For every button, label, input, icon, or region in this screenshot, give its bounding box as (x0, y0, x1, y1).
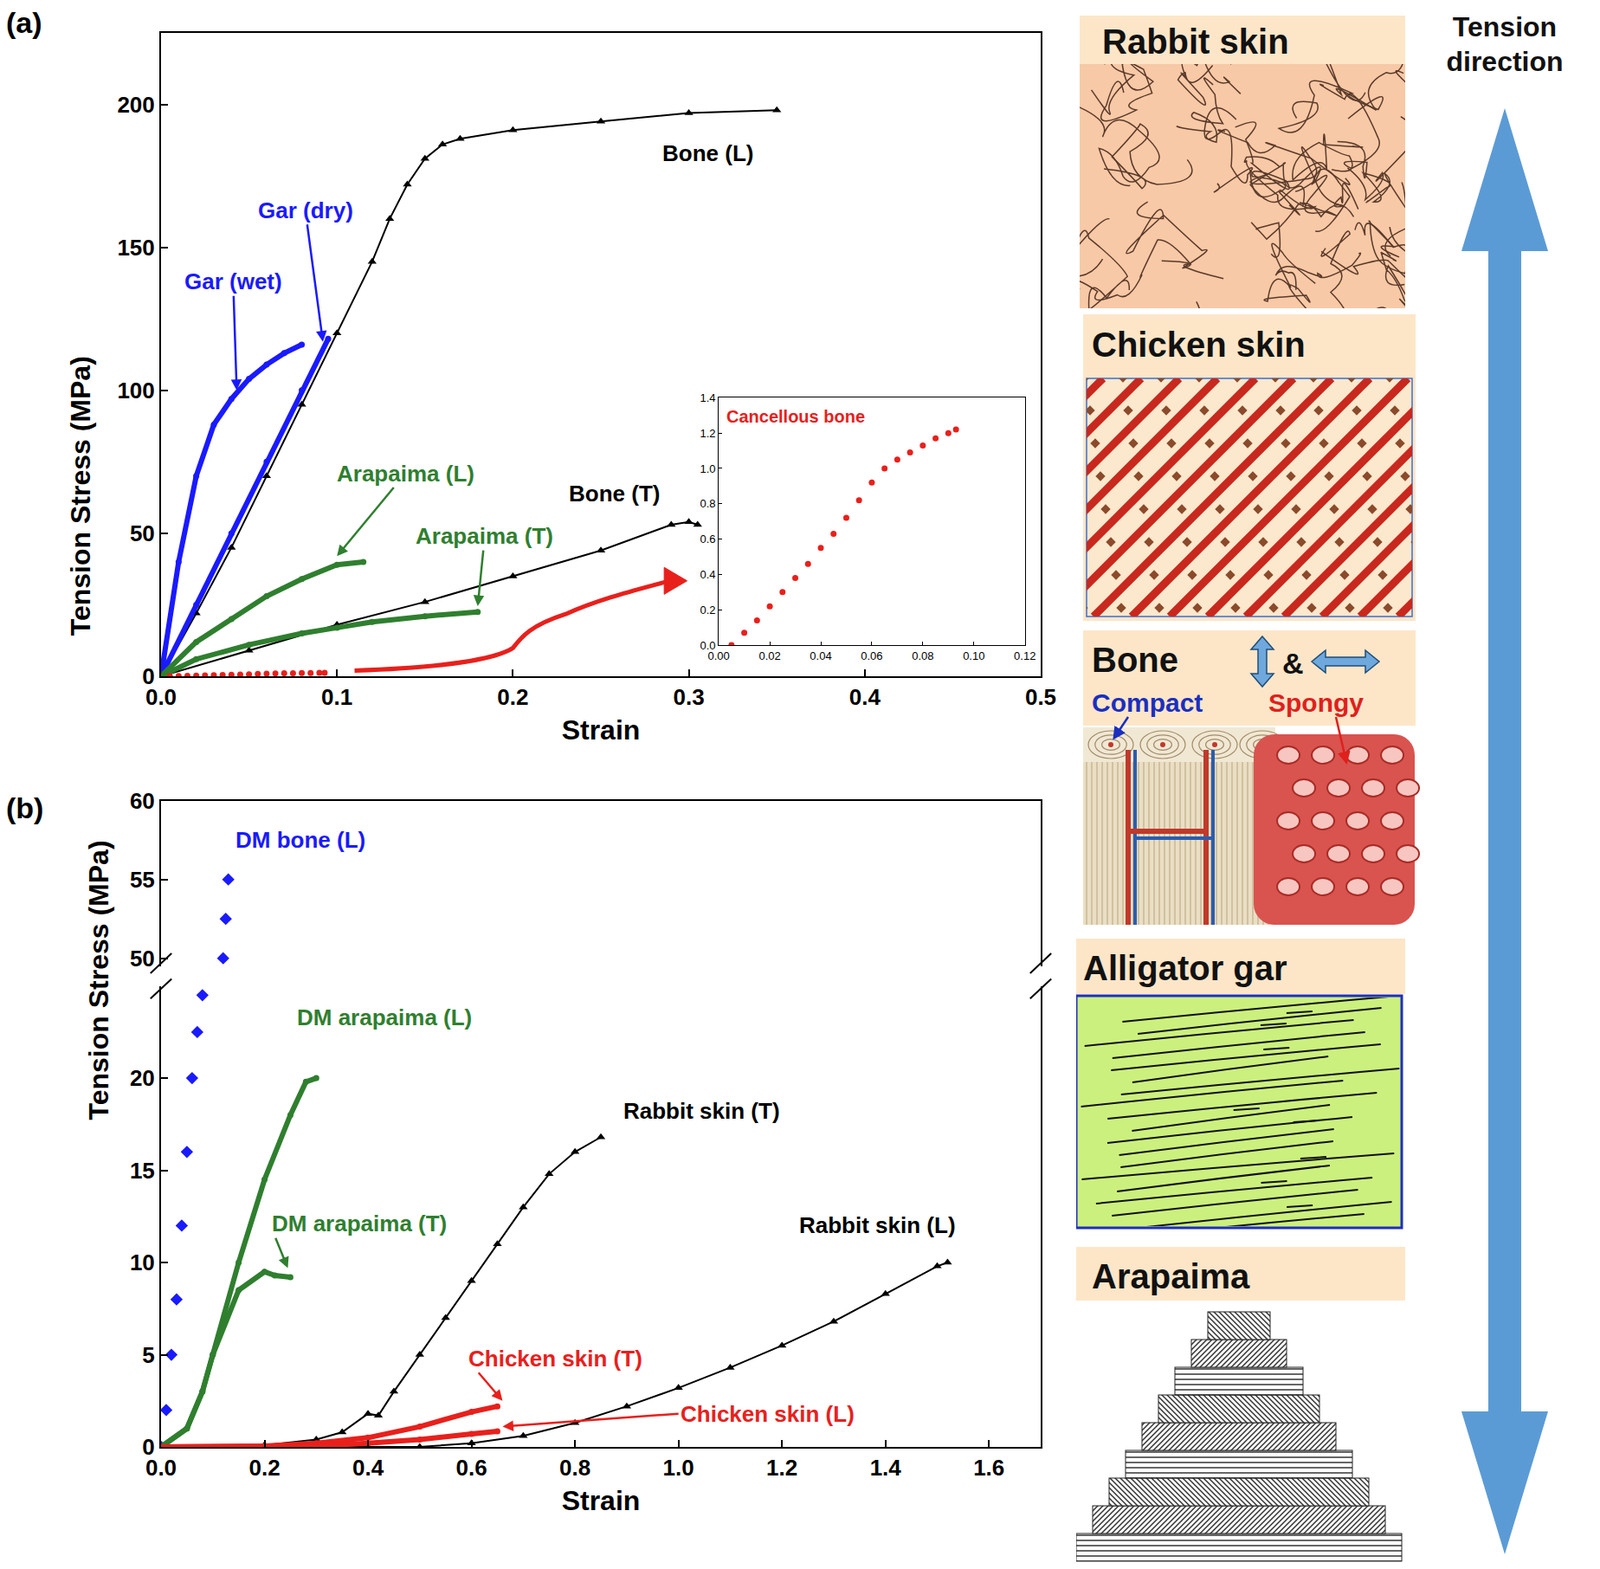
svg-text:15: 15 (129, 1157, 155, 1184)
svg-text:Bone (T): Bone (T) (568, 480, 660, 507)
svg-text:Rabbit skin (L): Rabbit skin (L) (799, 1212, 956, 1239)
svg-text:Gar (wet): Gar (wet) (184, 268, 283, 295)
svg-text:Bone: Bone (1091, 640, 1179, 679)
svg-text:&: & (1282, 646, 1304, 680)
svg-text:0.0: 0.0 (145, 683, 177, 710)
svg-text:1.4: 1.4 (699, 391, 716, 405)
svg-text:Rabbit skin: Rabbit skin (1102, 22, 1290, 61)
svg-text:Gar (dry): Gar (dry) (258, 197, 354, 224)
svg-text:Rabbit skin (T): Rabbit skin (T) (623, 1097, 781, 1124)
svg-text:55: 55 (129, 866, 155, 893)
svg-text:0.08: 0.08 (911, 649, 934, 663)
svg-text:0.12: 0.12 (1013, 649, 1036, 663)
svg-text:0.4: 0.4 (699, 567, 716, 581)
svg-text:200: 200 (116, 91, 155, 118)
svg-text:Strain: Strain (561, 1484, 641, 1517)
svg-text:0.1: 0.1 (321, 683, 353, 710)
svg-text:1.2: 1.2 (766, 1454, 798, 1481)
svg-text:0.06: 0.06 (860, 649, 883, 663)
svg-text:0.8: 0.8 (699, 496, 716, 510)
svg-text:0.6: 0.6 (699, 532, 716, 546)
svg-text:Alligator gar: Alligator gar (1083, 948, 1288, 988)
svg-text:100: 100 (116, 377, 155, 404)
svg-text:0.4: 0.4 (352, 1454, 385, 1481)
svg-text:0: 0 (141, 663, 155, 690)
svg-text:0.2: 0.2 (496, 683, 529, 710)
svg-text:1.6: 1.6 (973, 1454, 1005, 1481)
svg-text:0.4: 0.4 (849, 683, 882, 710)
svg-text:Arapaima: Arapaima (1091, 1257, 1251, 1296)
svg-text:Chicken skin (T): Chicken skin (T) (468, 1345, 643, 1372)
svg-text:Cancellous bone: Cancellous bone (726, 406, 865, 426)
svg-text:1.0: 1.0 (663, 1454, 695, 1481)
svg-text:150: 150 (116, 234, 155, 261)
svg-text:DM arapaima (T): DM arapaima (T) (271, 1210, 447, 1237)
svg-text:Tension: Tension (1452, 11, 1557, 43)
svg-text:0.0: 0.0 (699, 638, 716, 652)
svg-text:0.04: 0.04 (809, 649, 832, 663)
svg-text:DM arapaima (L): DM arapaima (L) (296, 1004, 472, 1031)
svg-text:(b): (b) (6, 791, 44, 825)
svg-text:1.0: 1.0 (699, 462, 716, 476)
svg-text:50: 50 (129, 945, 155, 972)
svg-text:0: 0 (141, 1433, 155, 1460)
svg-text:0.00: 0.00 (707, 649, 730, 663)
svg-text:Spongy: Spongy (1268, 688, 1364, 717)
svg-text:Compact: Compact (1091, 688, 1203, 717)
svg-text:Strain: Strain (561, 714, 641, 746)
svg-text:0.02: 0.02 (758, 649, 781, 663)
svg-text:0.2: 0.2 (699, 603, 716, 617)
svg-text:0.5: 0.5 (1025, 683, 1057, 710)
svg-text:0.2: 0.2 (248, 1454, 280, 1481)
svg-text:0.3: 0.3 (673, 683, 705, 710)
svg-text:Arapaima (T): Arapaima (T) (415, 522, 554, 549)
svg-text:0.8: 0.8 (559, 1454, 591, 1481)
svg-text:1.4: 1.4 (870, 1454, 903, 1481)
svg-text:Bone (L): Bone (L) (662, 140, 754, 167)
svg-text:5: 5 (141, 1341, 155, 1368)
svg-text:Chicken skin: Chicken skin (1091, 325, 1306, 364)
svg-text:Arapaima (L): Arapaima (L) (336, 460, 475, 487)
svg-text:20: 20 (129, 1064, 155, 1091)
svg-text:10: 10 (129, 1249, 155, 1276)
svg-text:DM bone (L): DM bone (L) (235, 826, 366, 853)
svg-text:0.6: 0.6 (456, 1454, 488, 1481)
svg-text:60: 60 (129, 787, 155, 814)
svg-text:Tension Stress (MPa): Tension Stress (MPa) (83, 839, 115, 1120)
svg-text:Chicken skin (L): Chicken skin (L) (680, 1400, 855, 1427)
svg-text:50: 50 (129, 520, 155, 547)
svg-text:Tension Stress (MPa): Tension Stress (MPa) (64, 355, 97, 636)
svg-text:1.2: 1.2 (699, 426, 716, 440)
svg-text:0.0: 0.0 (145, 1454, 177, 1481)
svg-text:0.10: 0.10 (962, 649, 985, 663)
svg-text:direction: direction (1445, 45, 1563, 78)
svg-text:(a): (a) (6, 6, 43, 39)
